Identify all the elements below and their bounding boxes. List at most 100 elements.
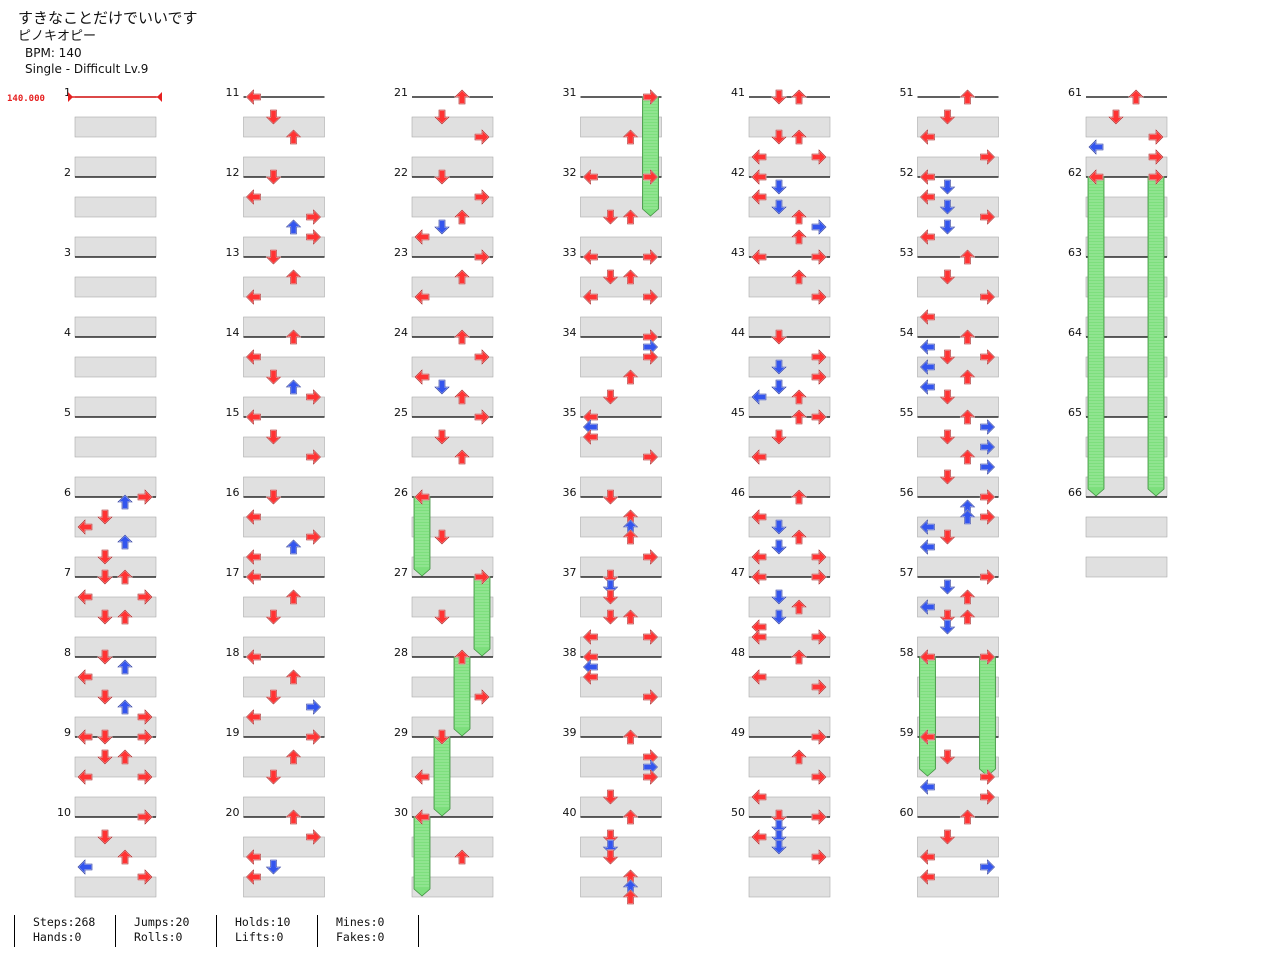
beat-band (74, 676, 157, 698)
arrow-outline (771, 429, 787, 445)
measure-number: 43 (731, 246, 745, 259)
stat-steps: Steps:268 (33, 915, 96, 929)
arrow-outline (602, 609, 619, 625)
arrow-outline (454, 449, 470, 465)
beat-band (580, 476, 662, 498)
arrow-outline (97, 829, 113, 845)
arrow-outline (137, 489, 153, 505)
arrow-outline (137, 809, 153, 825)
arrow-outline (751, 669, 767, 685)
arrow-outline (791, 529, 807, 545)
arrow-outline (959, 509, 976, 525)
beat-band (917, 876, 999, 898)
measure-number: 42 (731, 166, 745, 179)
beat-band (1085, 356, 1168, 378)
measure-number: 54 (900, 326, 914, 339)
measure-number: 6 (64, 486, 71, 499)
arrow-outline (811, 409, 827, 425)
beat-band (917, 356, 999, 378)
arrow-outline (1108, 109, 1124, 125)
arrow-outline (751, 569, 767, 585)
arrow-outline (980, 459, 995, 475)
measure-number: 61 (1068, 86, 1082, 99)
arrow-outline (137, 769, 153, 785)
arrow-outline (920, 539, 935, 555)
beat-band (580, 116, 662, 138)
measure-number: 15 (226, 406, 240, 419)
arrow-outline (583, 249, 598, 265)
arrow-outline (771, 839, 787, 855)
beat-band (748, 876, 831, 898)
beat-band (580, 276, 662, 298)
arrow-outline (980, 509, 995, 525)
arrow-outline (920, 519, 935, 535)
arrow-outline (77, 519, 93, 535)
arrow-outline (920, 229, 935, 245)
beat-band (580, 436, 662, 458)
arrow-outline (306, 449, 321, 465)
beat-band (74, 636, 157, 658)
stat-rolls: Rolls:0 (134, 930, 183, 944)
measure-number: 53 (900, 246, 914, 259)
arrow-outline (771, 519, 787, 535)
arrow-outline (920, 379, 935, 395)
arrow-outline (811, 219, 827, 235)
arrow-outline (117, 659, 133, 675)
beat-band (411, 156, 494, 178)
measure-column-7: 61 62 63 64 65 66 (1068, 86, 1168, 578)
arrow-outline (939, 469, 956, 485)
measure-number: 17 (226, 566, 240, 579)
beat-band (74, 836, 157, 858)
measure-number: 37 (563, 566, 577, 579)
beat-band (411, 756, 494, 778)
beat-band (1085, 516, 1168, 538)
stats-col-mines: Mines:0 Fakes:0 (317, 915, 418, 947)
arrow-outline (117, 699, 133, 715)
arrow-outline (771, 129, 787, 145)
arrow-outline (414, 289, 430, 305)
arrow-outline (939, 219, 956, 235)
arrow-outline (771, 199, 787, 215)
arrow-outline (454, 329, 470, 345)
arrow-outline (980, 859, 995, 875)
beat-band (748, 196, 831, 218)
arrow-outline (771, 819, 787, 835)
arrow-outline (939, 179, 956, 195)
beat-band (748, 476, 831, 498)
arrow-outline (939, 109, 956, 125)
arrow-outline (622, 129, 639, 145)
arrow-outline (920, 729, 935, 745)
arrow-outline (137, 869, 153, 885)
arrow-outline (920, 359, 935, 375)
measure-number: 19 (226, 726, 240, 739)
arrow-outline (474, 249, 490, 265)
beat-band (411, 716, 494, 738)
beat-band (580, 516, 662, 538)
arrow-outline (265, 859, 282, 875)
beat-band (748, 356, 831, 378)
beat-band (243, 316, 325, 338)
bpm-marker-end (157, 92, 162, 102)
arrow-outline (751, 549, 767, 565)
arrow-outline (980, 209, 995, 225)
arrow-outline (791, 209, 807, 225)
arrow-outline (771, 379, 787, 395)
arrow-outline (939, 829, 956, 845)
arrow-outline (434, 429, 450, 445)
arrow-outline (959, 329, 976, 345)
arrow-outline (939, 199, 956, 215)
arrow-outline (980, 489, 995, 505)
arrow-outline (602, 839, 619, 855)
beat-band (580, 716, 662, 738)
arrow-outline (97, 569, 113, 585)
measure-number: 31 (563, 86, 577, 99)
beat-band (74, 876, 157, 898)
arrow-outline (811, 549, 827, 565)
beat-band (1085, 556, 1168, 578)
measure-number: 27 (394, 566, 408, 579)
measure-number: 39 (563, 726, 577, 739)
stat-holds: Holds:10 (235, 915, 291, 929)
arrow-outline (117, 494, 133, 510)
measure-number: 11 (226, 86, 240, 99)
arrow-outline (751, 449, 767, 465)
